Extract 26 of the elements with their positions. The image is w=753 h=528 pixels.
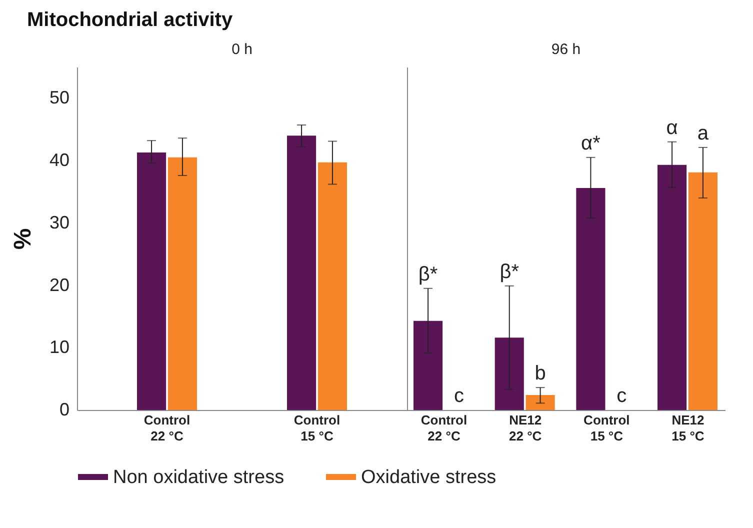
legend-label: Non oxidative stress (113, 467, 284, 488)
data-label: β* (418, 263, 438, 286)
data-label: α (666, 116, 678, 139)
y-tick-label: 40 (49, 150, 70, 170)
chart-title: Mitochondrial activity (27, 9, 234, 31)
y-tick-label: 50 (49, 88, 70, 108)
data-label: c (454, 385, 464, 407)
legend-label: Oxidative stress (361, 467, 496, 488)
x-tick-label: Control 15 °C (584, 412, 630, 444)
data-label: a (697, 122, 710, 144)
data-label: b (534, 362, 546, 385)
data-label: c (616, 385, 627, 407)
y-tick-label: 20 (49, 274, 70, 295)
y-axis-title: % (9, 228, 36, 250)
chart-subtitle: 0 h (232, 41, 252, 58)
y-tick-label: 0 (59, 400, 70, 420)
y-tick-label: 10 (49, 337, 70, 358)
chart-subtitle: 96 h (551, 41, 581, 58)
x-tick-label: NE12 22 °C (509, 412, 542, 444)
data-label: α* (581, 132, 601, 154)
x-tick-label: NE12 15 °C (672, 412, 705, 444)
y-tick-label: 30 (49, 212, 70, 232)
x-tick-label: Control 22 °C (420, 412, 468, 444)
x-tick-label: Control 22 °C (144, 412, 190, 444)
x-tick-label: Control 15 °C (294, 412, 340, 444)
data-label: β* (500, 260, 520, 283)
